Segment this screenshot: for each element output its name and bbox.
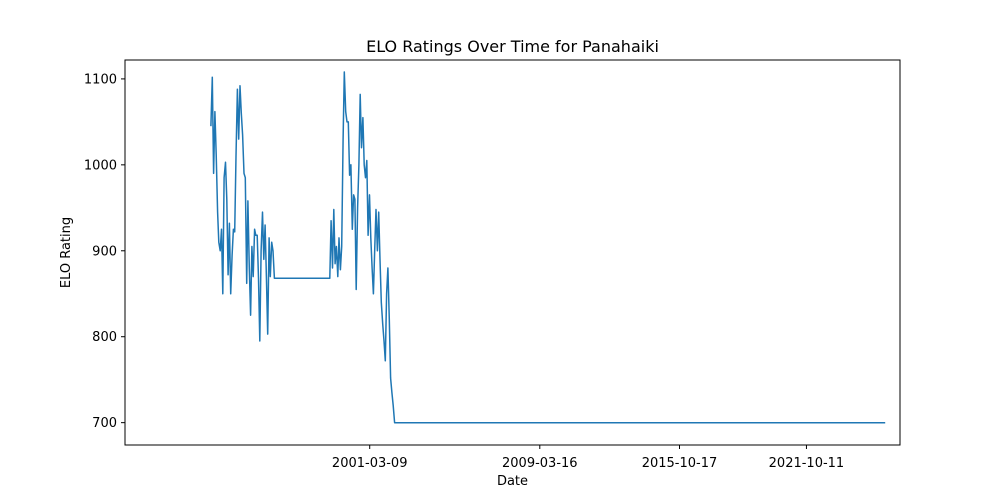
- y-tick-label: 1000: [84, 158, 117, 173]
- x-tick-label: 2001-03-09: [332, 456, 408, 471]
- y-tick-label: 700: [92, 416, 117, 431]
- y-axis-label: ELO Rating: [59, 217, 74, 288]
- plot-frame: [124, 59, 901, 446]
- x-tick-label: 2009-03-16: [502, 456, 578, 471]
- x-tick-label: 2021-10-11: [769, 456, 845, 471]
- series-line: [210, 71, 886, 424]
- y-axis-ticks: 700 800 900 1000 1100: [84, 72, 125, 431]
- chart-title: ELO Ratings Over Time for Panahaiki: [366, 37, 659, 56]
- y-tick-label: 800: [92, 330, 117, 345]
- y-tick-label: 1100: [84, 72, 117, 87]
- x-tick-label: 2015-10-17: [642, 456, 718, 471]
- y-tick-label: 900: [92, 244, 117, 259]
- series-layer: [210, 71, 886, 424]
- x-axis-label: Date: [497, 474, 528, 489]
- x-axis-ticks: 2001-03-09 2009-03-16 2015-10-17 2021-10-11: [332, 445, 844, 471]
